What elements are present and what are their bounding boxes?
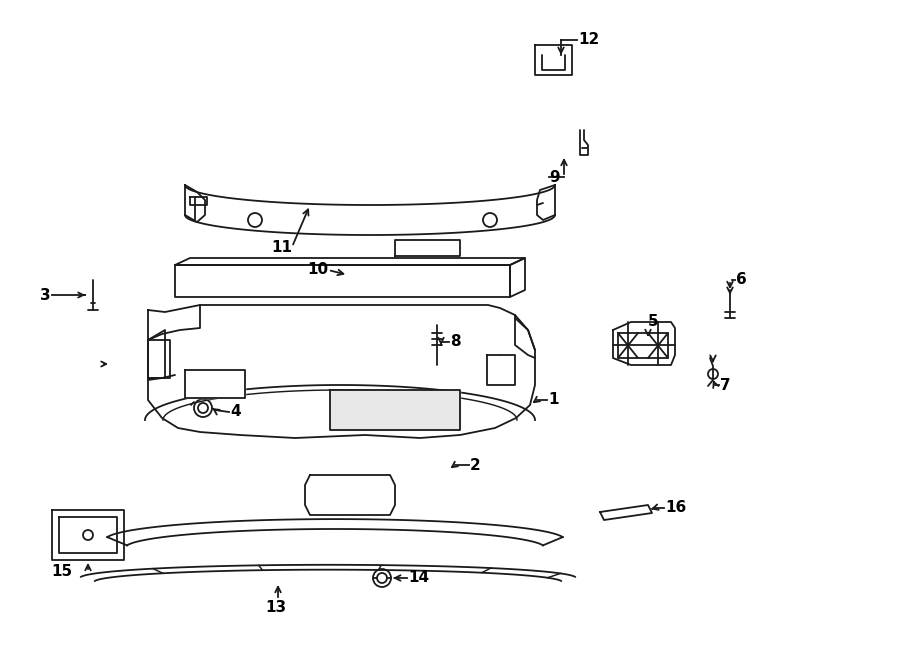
Polygon shape <box>52 510 124 560</box>
Polygon shape <box>487 355 515 385</box>
Text: 2: 2 <box>470 457 481 473</box>
Text: 13: 13 <box>265 600 286 615</box>
Polygon shape <box>535 45 572 75</box>
Text: 1: 1 <box>548 393 559 407</box>
Text: 14: 14 <box>408 570 429 586</box>
Polygon shape <box>395 240 460 256</box>
Text: 5: 5 <box>648 315 659 329</box>
Polygon shape <box>148 305 535 438</box>
Text: 16: 16 <box>665 500 686 516</box>
Text: 11: 11 <box>271 239 292 254</box>
Polygon shape <box>330 390 460 430</box>
Text: 8: 8 <box>450 334 461 350</box>
Polygon shape <box>190 197 207 205</box>
Polygon shape <box>185 370 245 398</box>
Polygon shape <box>613 322 675 365</box>
Text: 7: 7 <box>720 377 731 393</box>
Polygon shape <box>148 340 170 378</box>
Text: 10: 10 <box>307 262 328 278</box>
Text: 6: 6 <box>736 272 747 288</box>
Polygon shape <box>175 265 510 297</box>
Text: 12: 12 <box>578 32 599 48</box>
Polygon shape <box>107 519 562 545</box>
Text: 15: 15 <box>51 564 73 580</box>
Polygon shape <box>510 258 525 297</box>
Polygon shape <box>600 505 652 520</box>
Polygon shape <box>81 564 575 581</box>
Polygon shape <box>175 258 525 265</box>
Text: 9: 9 <box>549 169 560 184</box>
Text: 3: 3 <box>40 288 50 303</box>
Text: 4: 4 <box>230 405 240 420</box>
Polygon shape <box>305 475 395 515</box>
